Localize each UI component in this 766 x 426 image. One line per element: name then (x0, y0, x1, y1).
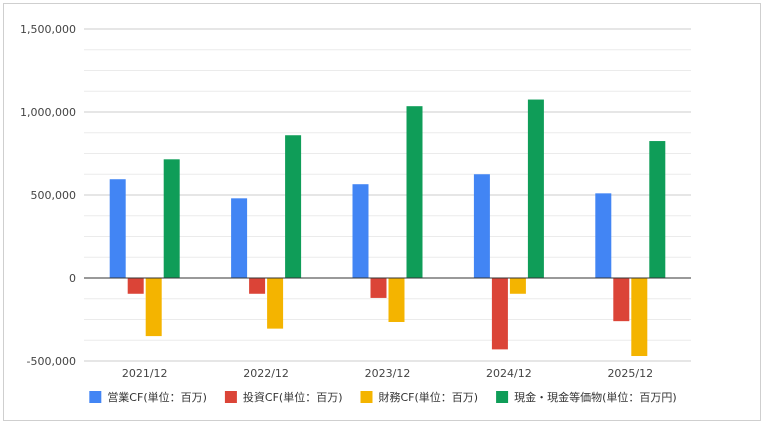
bar-1-2022-12 (231, 198, 248, 278)
bar-1-2021-12 (109, 179, 126, 278)
bar-2-2023-12 (370, 278, 387, 298)
bar-4-2024-12 (527, 99, 544, 278)
bar-2-2021-12 (127, 278, 144, 294)
legend-swatch-2 (224, 391, 237, 403)
x-tick-label: 2024/12 (486, 367, 532, 380)
y-tick-label: 1,000,000 (20, 106, 76, 119)
bar-4-2023-12 (406, 106, 423, 278)
legend-swatch-4 (496, 391, 509, 403)
legend-swatch-1 (89, 391, 102, 403)
bar-4-2021-12 (163, 159, 180, 278)
x-tick-label: 2023/12 (365, 367, 411, 380)
legend-label-4: 現金・現金等価物(単位：百万円) (514, 390, 677, 404)
bar-3-2023-12 (388, 278, 405, 322)
bar-3-2024-12 (509, 278, 526, 294)
x-tick-label: 2021/12 (122, 367, 168, 380)
legend: 営業CF(単位：百万) 投資CF(単位：百万) 財務CF(単位：百万) 現金・現金等価… (89, 390, 677, 404)
bar-4-2022-12 (285, 135, 302, 278)
y-tick-label: 1,500,000 (20, 23, 76, 36)
legend-swatch-3 (360, 391, 373, 403)
bar-4-2025-12 (649, 141, 666, 278)
legend-label-1: 営業CF(単位：百万) (107, 390, 207, 404)
bar-2-2024-12 (491, 278, 508, 350)
y-tick-label: 500,000 (31, 189, 77, 202)
bar-1-2025-12 (595, 193, 612, 278)
bar-1-2024-12 (473, 174, 490, 278)
bar-2-2025-12 (613, 278, 630, 322)
y-tick-label: 0 (69, 272, 76, 285)
bar-3-2022-12 (267, 278, 284, 329)
y-tick-label: -500,000 (27, 355, 76, 368)
legend-label-2: 投資CF(単位：百万) (243, 390, 343, 404)
grid-lines (84, 28, 691, 362)
bar-3-2025-12 (631, 278, 648, 357)
x-tick-label: 2025/12 (607, 367, 653, 380)
bar-3-2021-12 (145, 278, 162, 337)
legend-label-3: 財務CF(単位：百万) (379, 390, 479, 404)
bar-2-2022-12 (249, 278, 266, 294)
x-tick-label: 2022/12 (243, 367, 289, 380)
y-axis: -500,000 0 500,000 1,000,000 1,500,000 (20, 23, 76, 368)
x-axis: 2021/12 2022/12 2023/12 2024/12 2025/12 (122, 367, 653, 380)
bars (84, 99, 691, 357)
bar-1-2023-12 (352, 184, 369, 278)
